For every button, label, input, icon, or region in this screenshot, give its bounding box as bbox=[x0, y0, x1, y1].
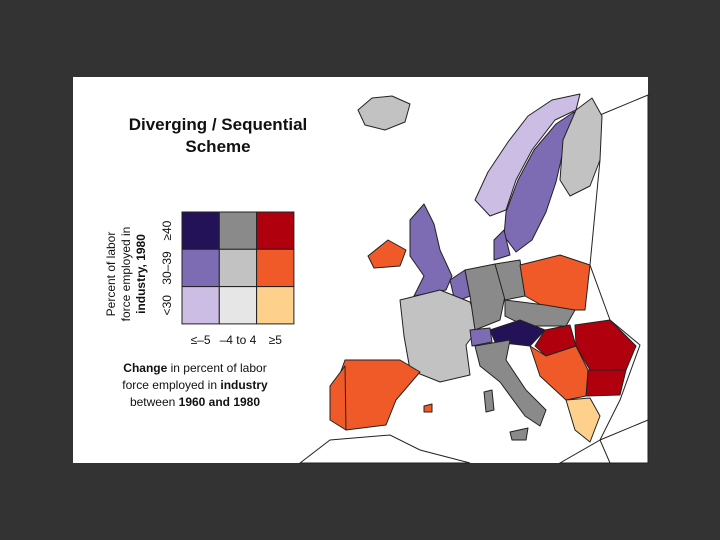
legend-row-label: <30 bbox=[160, 295, 174, 316]
legend-column-label: ≥5 bbox=[269, 333, 283, 347]
iceland bbox=[357, 95, 411, 131]
greece bbox=[565, 397, 601, 443]
legend-cell bbox=[218, 248, 258, 288]
legend-cell bbox=[181, 286, 220, 325]
caption-segment: in percent of labor bbox=[167, 361, 266, 375]
denmark bbox=[493, 229, 511, 261]
legend-cell bbox=[181, 248, 220, 288]
caption: Change in percent of labor force employed… bbox=[122, 361, 268, 409]
caption-line: force employed in industry bbox=[122, 378, 268, 392]
caption-segment: between bbox=[130, 395, 179, 409]
legend-cell bbox=[256, 211, 295, 250]
caption-line: Change in percent of labor bbox=[123, 361, 266, 375]
balearic bbox=[423, 403, 433, 413]
france bbox=[399, 289, 481, 383]
sardinia bbox=[483, 389, 495, 413]
caption-segment: Change bbox=[123, 361, 167, 375]
title-line: Scheme bbox=[185, 137, 250, 156]
bulgaria bbox=[585, 369, 627, 397]
legend-column-label: –4 to 4 bbox=[220, 333, 257, 347]
caption-segment: industry bbox=[220, 378, 268, 392]
legend-cell bbox=[218, 211, 258, 250]
legend-y-label: Percent of labor bbox=[104, 232, 118, 317]
legend-y-label: force employed in bbox=[119, 227, 133, 322]
switzerland bbox=[469, 327, 493, 347]
legend-cell bbox=[181, 211, 220, 250]
austria bbox=[489, 319, 546, 347]
eastern-outline bbox=[558, 94, 649, 464]
legend-column-label: ≤–5 bbox=[191, 333, 211, 347]
portugal bbox=[329, 365, 347, 431]
poland bbox=[519, 254, 591, 311]
legend-cell bbox=[218, 286, 258, 325]
turkey-outline bbox=[599, 419, 649, 464]
caption-segment: force employed in bbox=[122, 378, 220, 392]
legend-row-label: ≥40 bbox=[160, 220, 174, 240]
legend-cell bbox=[256, 248, 295, 288]
legend-y-label: industry, 1980 bbox=[134, 234, 148, 314]
ireland bbox=[367, 239, 407, 269]
title-line: Diverging / Sequential bbox=[129, 115, 308, 134]
sicily bbox=[509, 427, 529, 441]
legend: ≥40 30–39 <30 ≤–5 –4 to 4 ≥5 bbox=[160, 211, 295, 347]
africa-outline bbox=[298, 434, 471, 464]
legend-cell bbox=[256, 286, 295, 325]
legend-row-label: 30–39 bbox=[160, 251, 174, 285]
italy bbox=[474, 339, 547, 427]
caption-line: between 1960 and 1980 bbox=[130, 395, 260, 409]
caption-segment: 1960 and 1980 bbox=[179, 395, 261, 409]
map bbox=[298, 93, 649, 464]
yugoslavia bbox=[529, 345, 589, 401]
united-kingdom bbox=[409, 203, 453, 297]
finland bbox=[559, 97, 603, 197]
